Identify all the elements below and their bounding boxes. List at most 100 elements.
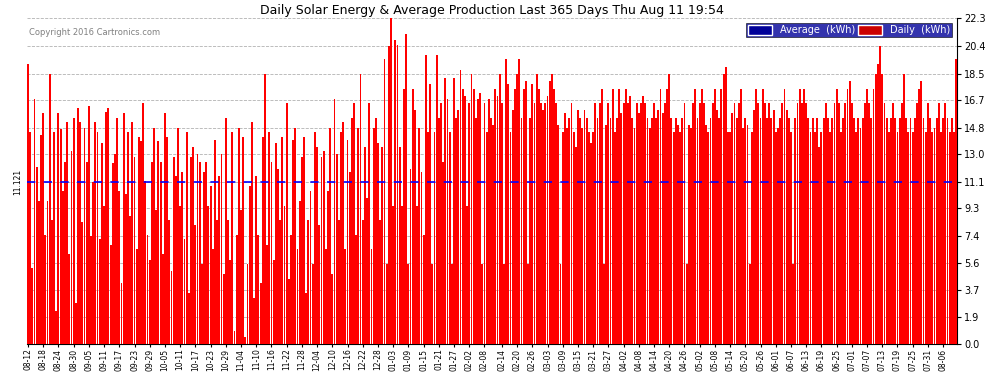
- Bar: [570, 103, 572, 344]
- Bar: [481, 264, 483, 344]
- Bar: [648, 128, 650, 344]
- Bar: [57, 113, 59, 344]
- Bar: [183, 239, 185, 344]
- Bar: [283, 206, 285, 344]
- Bar: [394, 40, 396, 344]
- Bar: [36, 168, 38, 344]
- Bar: [227, 220, 229, 344]
- Bar: [921, 81, 923, 344]
- Bar: [761, 88, 763, 344]
- Bar: [744, 118, 746, 344]
- Bar: [299, 201, 301, 344]
- Bar: [434, 132, 436, 344]
- Bar: [108, 108, 109, 344]
- Bar: [638, 113, 640, 344]
- Bar: [759, 118, 761, 344]
- Bar: [99, 239, 101, 344]
- Bar: [546, 96, 548, 344]
- Bar: [243, 137, 245, 344]
- Bar: [838, 103, 840, 344]
- Bar: [379, 220, 381, 344]
- Bar: [350, 118, 352, 344]
- Text: 11.121: 11.121: [13, 169, 22, 195]
- Bar: [664, 103, 666, 344]
- Bar: [925, 132, 927, 344]
- Bar: [712, 103, 714, 344]
- Bar: [551, 74, 552, 344]
- Bar: [451, 264, 452, 344]
- Bar: [872, 88, 874, 344]
- Bar: [359, 74, 361, 344]
- Bar: [225, 118, 227, 344]
- Bar: [544, 103, 546, 344]
- Bar: [155, 210, 157, 344]
- Bar: [245, 337, 247, 344]
- Bar: [903, 74, 905, 344]
- Bar: [670, 118, 672, 344]
- Bar: [305, 293, 307, 344]
- Bar: [508, 84, 509, 344]
- Bar: [399, 147, 401, 344]
- Bar: [679, 132, 681, 344]
- Bar: [90, 236, 92, 344]
- Bar: [738, 103, 740, 344]
- Bar: [892, 103, 894, 344]
- Bar: [861, 118, 863, 344]
- Bar: [464, 96, 466, 344]
- Bar: [532, 84, 534, 344]
- Bar: [321, 157, 323, 344]
- Bar: [164, 113, 166, 344]
- Bar: [812, 118, 814, 344]
- Bar: [741, 88, 742, 344]
- Bar: [30, 132, 31, 344]
- Bar: [716, 111, 718, 344]
- Bar: [672, 132, 674, 344]
- Bar: [823, 118, 825, 344]
- Bar: [643, 96, 644, 344]
- Bar: [159, 162, 161, 344]
- Bar: [88, 106, 90, 344]
- Bar: [543, 111, 545, 344]
- Bar: [644, 103, 646, 344]
- Bar: [927, 103, 929, 344]
- Bar: [266, 245, 268, 344]
- Bar: [936, 118, 938, 344]
- Bar: [842, 118, 844, 344]
- Bar: [223, 274, 225, 344]
- Bar: [730, 132, 731, 344]
- Bar: [32, 268, 34, 344]
- Bar: [599, 103, 601, 344]
- Bar: [630, 96, 631, 344]
- Bar: [136, 249, 138, 344]
- Bar: [832, 118, 834, 344]
- Bar: [141, 141, 142, 344]
- Bar: [268, 132, 270, 344]
- Bar: [805, 103, 807, 344]
- Bar: [323, 152, 325, 344]
- Bar: [575, 147, 577, 344]
- Bar: [83, 128, 85, 344]
- Bar: [605, 125, 607, 344]
- Bar: [446, 99, 448, 344]
- Bar: [241, 210, 242, 344]
- Bar: [405, 34, 407, 344]
- Bar: [541, 103, 542, 344]
- Bar: [932, 132, 934, 344]
- Bar: [734, 103, 736, 344]
- Bar: [923, 118, 925, 344]
- Bar: [259, 283, 261, 344]
- Bar: [248, 186, 250, 344]
- Bar: [79, 122, 81, 344]
- Bar: [586, 118, 587, 344]
- Bar: [92, 182, 94, 344]
- Bar: [186, 132, 187, 344]
- Bar: [427, 132, 429, 344]
- Bar: [686, 264, 688, 344]
- Bar: [912, 132, 914, 344]
- Bar: [401, 206, 403, 344]
- Bar: [172, 157, 174, 344]
- Bar: [319, 225, 320, 344]
- Bar: [621, 113, 623, 344]
- Bar: [916, 103, 918, 344]
- Bar: [827, 118, 829, 344]
